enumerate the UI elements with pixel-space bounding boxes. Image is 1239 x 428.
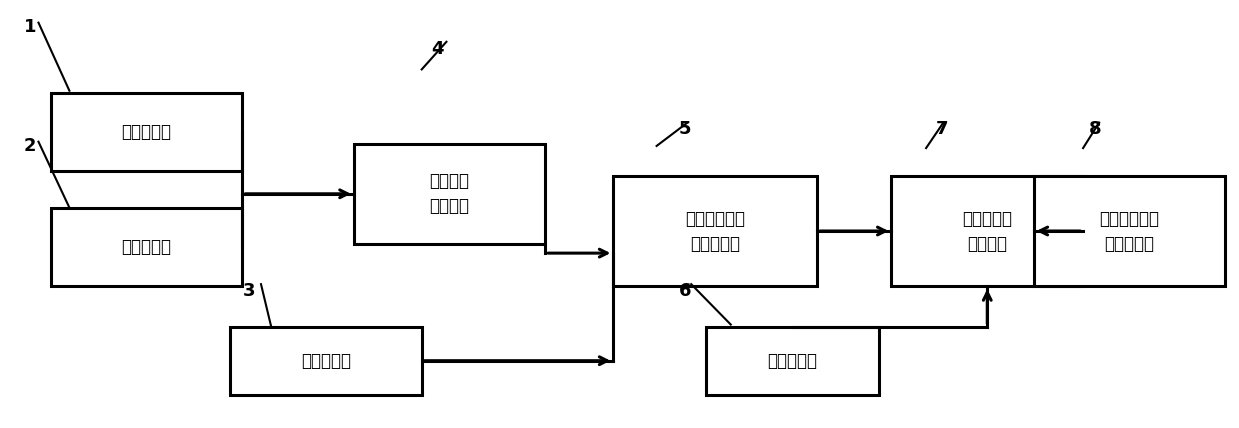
Text: 转矩附加值
构建系统: 转矩附加值 构建系统 <box>963 210 1012 253</box>
Text: 转矩控制给定
值计算系统: 转矩控制给定 值计算系统 <box>1099 210 1160 253</box>
Text: 气动转矩估计
量计算系统: 气动转矩估计 量计算系统 <box>685 210 746 253</box>
Bar <box>51 208 243 286</box>
Text: 7: 7 <box>935 120 949 138</box>
Bar <box>706 327 880 395</box>
Text: 电流传感器: 电流传感器 <box>121 238 172 256</box>
Text: 4: 4 <box>431 40 444 58</box>
Text: 3: 3 <box>243 282 255 300</box>
Bar <box>892 176 1083 286</box>
Text: 2: 2 <box>24 137 36 155</box>
Bar <box>1033 176 1225 286</box>
Text: 8: 8 <box>1089 120 1101 138</box>
Text: 5: 5 <box>679 120 691 138</box>
Text: 6: 6 <box>679 282 691 300</box>
Text: 低通滤波器: 低通滤波器 <box>768 352 818 370</box>
Bar <box>353 144 545 244</box>
Text: 电磁转矩
计算系统: 电磁转矩 计算系统 <box>430 172 470 215</box>
Text: 1: 1 <box>24 18 36 36</box>
Bar <box>613 176 818 286</box>
Bar <box>230 327 421 395</box>
Text: 转速传感器: 转速传感器 <box>301 352 351 370</box>
Bar <box>51 93 243 172</box>
Text: 电压传感器: 电压传感器 <box>121 123 172 141</box>
